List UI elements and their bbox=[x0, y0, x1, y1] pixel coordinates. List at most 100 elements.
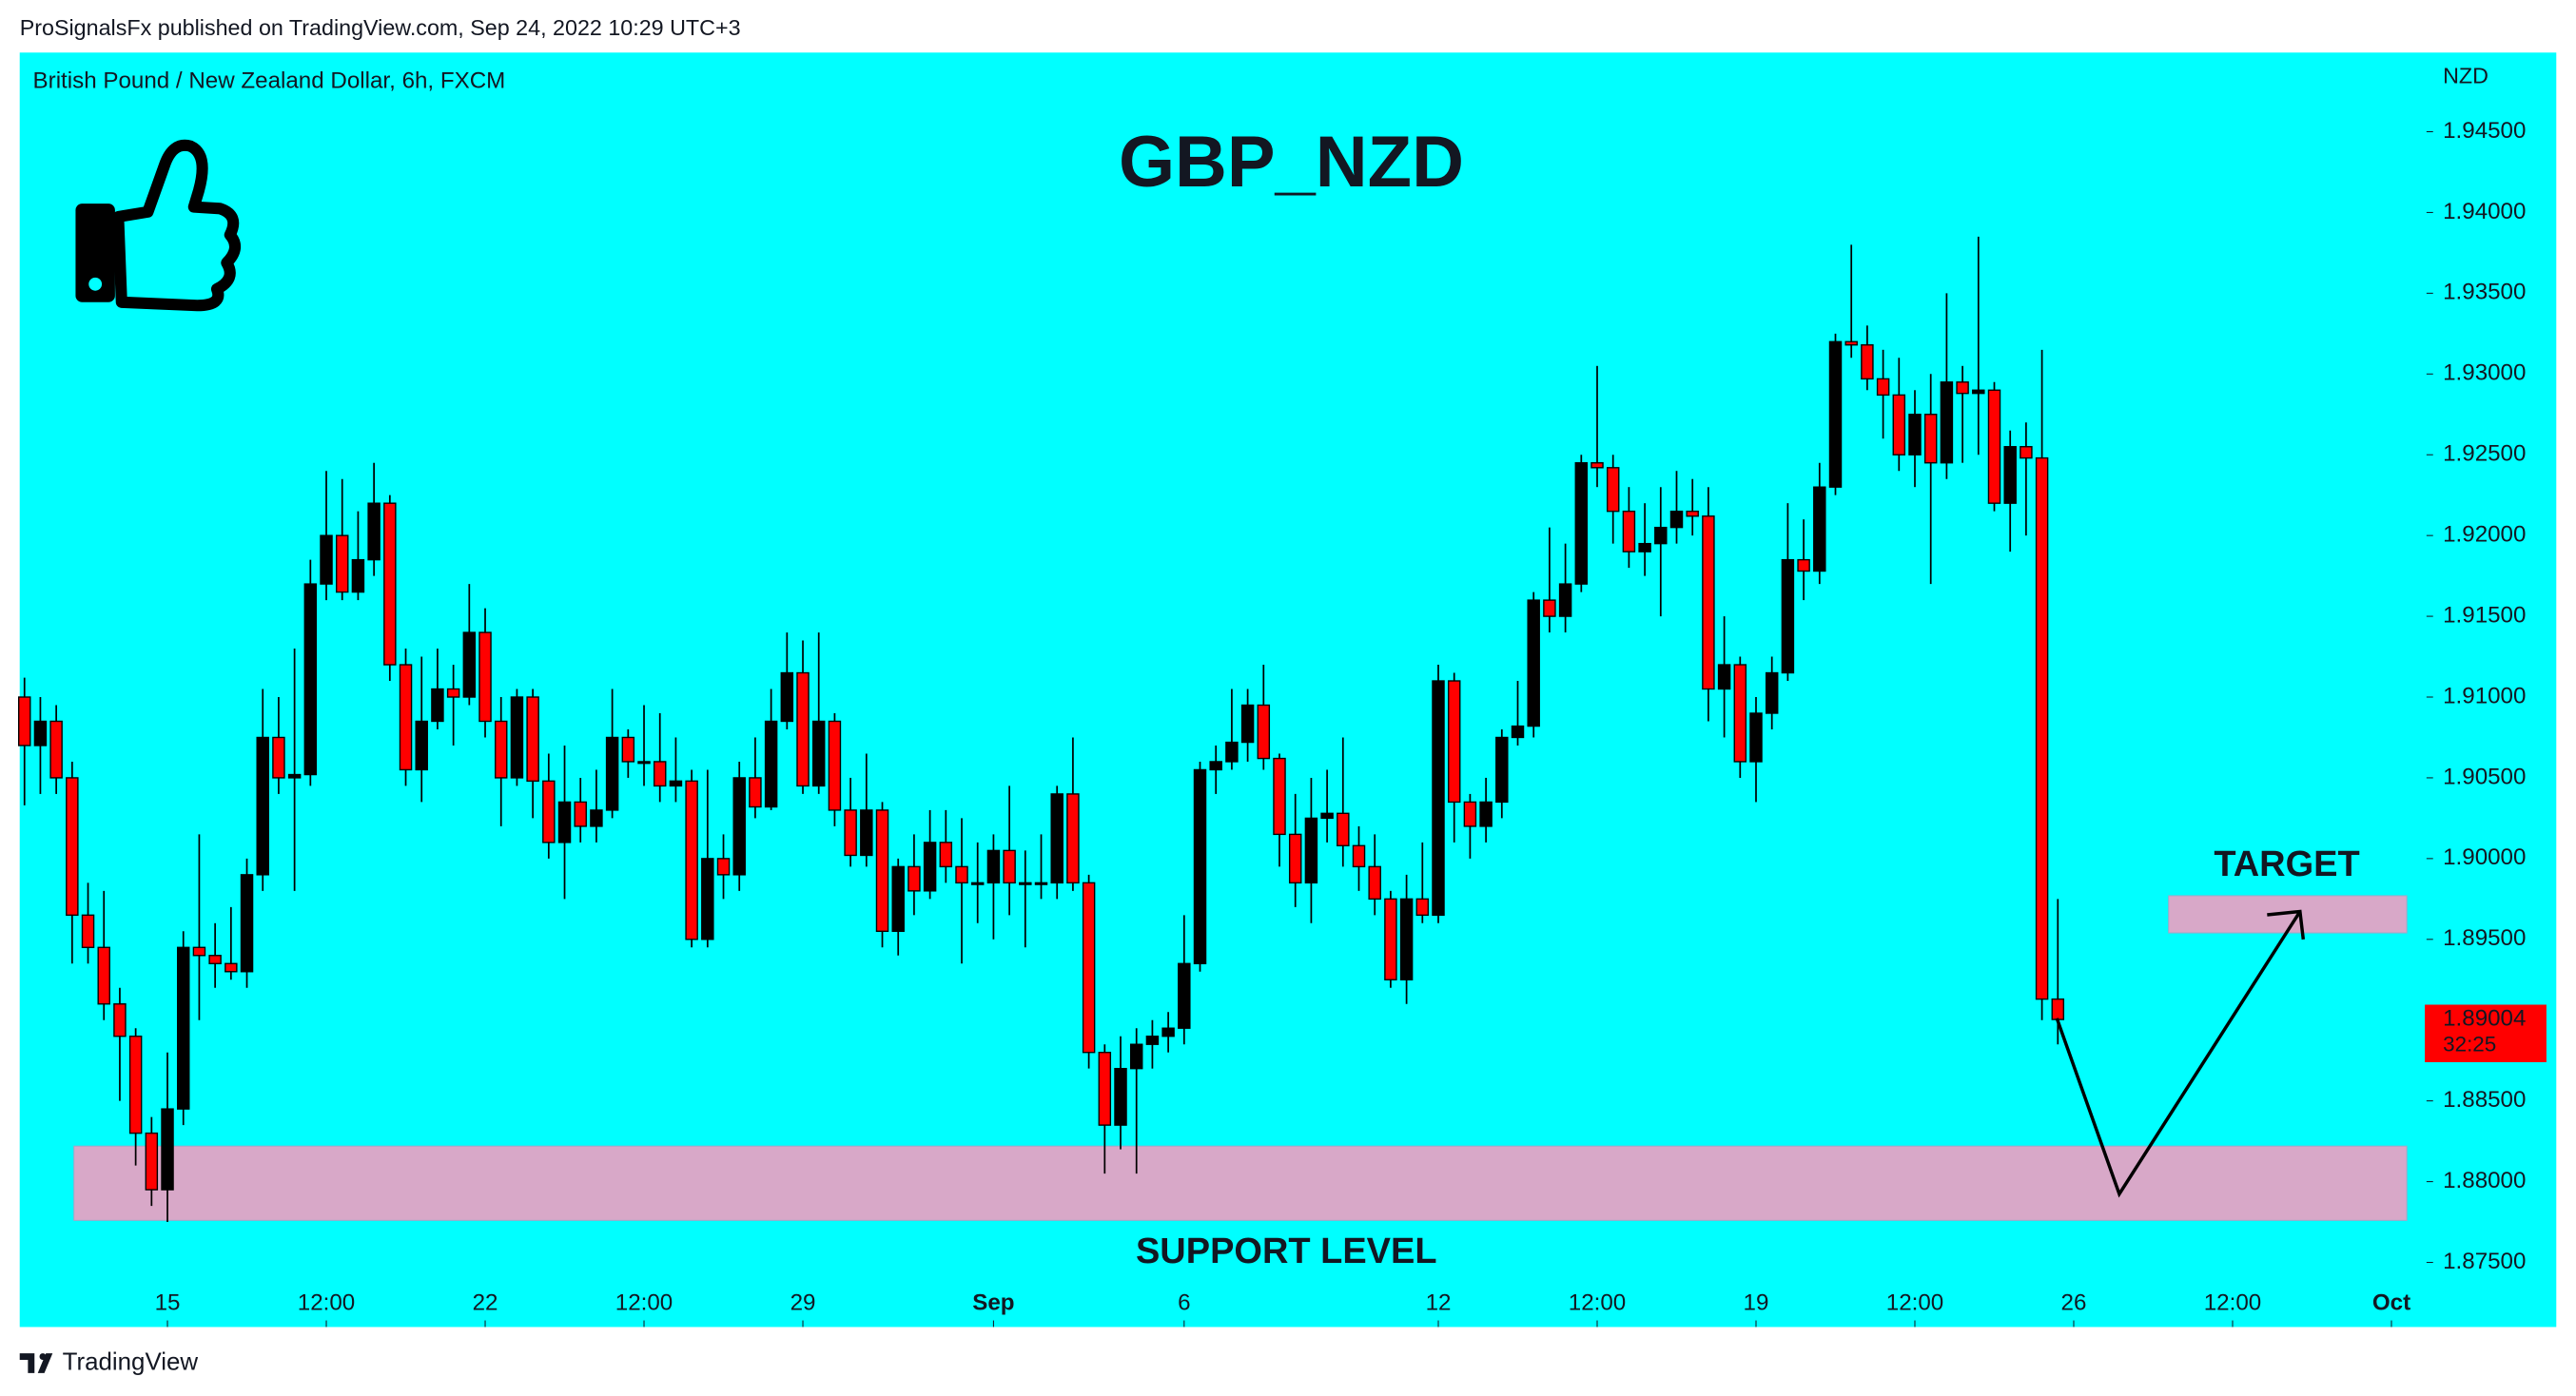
candle-body bbox=[828, 720, 842, 811]
candle-body bbox=[128, 1036, 143, 1134]
x-tick-label: Sep bbox=[972, 1290, 1014, 1316]
candle-body bbox=[923, 842, 937, 892]
y-tick-label: 1.88500 bbox=[2443, 1087, 2526, 1113]
candle-body bbox=[1447, 680, 1461, 804]
y-tick-label: 1.88000 bbox=[2443, 1168, 2526, 1193]
candle-body bbox=[113, 1003, 127, 1037]
candle-body bbox=[605, 736, 619, 811]
candle-body bbox=[701, 858, 714, 940]
candle-body bbox=[1908, 414, 1922, 456]
candle-body bbox=[907, 865, 921, 892]
candle-body bbox=[399, 664, 413, 771]
x-tick-label: 22 bbox=[473, 1290, 498, 1316]
candle-body bbox=[1003, 849, 1016, 884]
logo-mark bbox=[19, 1353, 53, 1373]
candle-body bbox=[1432, 680, 1445, 917]
y-tick-label: 1.93500 bbox=[2443, 280, 2526, 305]
x-tick-label: 6 bbox=[1178, 1290, 1190, 1316]
candle-body bbox=[1098, 1052, 1112, 1126]
candle-body bbox=[2051, 998, 2065, 1020]
candle-body bbox=[2020, 446, 2033, 459]
candle-body bbox=[367, 502, 381, 561]
candle-body bbox=[939, 842, 953, 868]
candle-body bbox=[1527, 599, 1540, 727]
candle-body bbox=[1987, 389, 2001, 504]
candle-body bbox=[1717, 664, 1731, 690]
candle-body bbox=[1178, 962, 1191, 1029]
candle-body bbox=[2035, 456, 2049, 1000]
y-tick-label: 1.91000 bbox=[2443, 683, 2526, 708]
candle-body bbox=[1923, 414, 1938, 464]
candle-body bbox=[161, 1108, 174, 1191]
candle-body bbox=[33, 720, 48, 746]
candle-body bbox=[287, 773, 302, 779]
brand-name: TradingView bbox=[63, 1348, 199, 1375]
candle-body bbox=[1686, 510, 1699, 517]
candle-body bbox=[780, 671, 794, 723]
x-tick-label: 12:00 bbox=[298, 1290, 355, 1316]
candle-body bbox=[1368, 865, 1381, 901]
candle-body bbox=[716, 858, 731, 876]
thumbs-up-icon bbox=[75, 139, 242, 312]
candle-body bbox=[637, 761, 651, 765]
candle-body bbox=[208, 955, 222, 964]
candle-body bbox=[860, 809, 873, 857]
candle-body bbox=[462, 631, 477, 698]
candle-body bbox=[1876, 378, 1890, 397]
candle-body bbox=[1050, 793, 1064, 884]
candle-body bbox=[510, 696, 524, 779]
candle-body bbox=[1733, 664, 1747, 763]
y-tick-label: 1.92000 bbox=[2443, 522, 2526, 548]
candle-body bbox=[1511, 725, 1525, 739]
candle-body bbox=[256, 736, 269, 876]
candle-body bbox=[1590, 462, 1604, 469]
x-tick-label: 29 bbox=[790, 1290, 816, 1316]
candle-body bbox=[1828, 340, 1843, 488]
candle-body bbox=[685, 780, 698, 940]
y-tick-label: 1.94000 bbox=[2443, 199, 2526, 224]
candle-body bbox=[526, 696, 539, 783]
candle-body bbox=[494, 720, 508, 779]
candle-body bbox=[1337, 812, 1350, 846]
candle-body bbox=[1940, 381, 1954, 464]
candle-body bbox=[1956, 381, 1969, 395]
y-tick-label: 1.92500 bbox=[2443, 441, 2526, 467]
candle-body bbox=[1384, 898, 1397, 980]
icon-dot bbox=[88, 277, 103, 291]
candle-body bbox=[1399, 898, 1414, 980]
candle-body bbox=[875, 809, 889, 932]
candle-body bbox=[749, 777, 762, 808]
candle-body bbox=[1352, 844, 1366, 868]
candle-body bbox=[955, 865, 968, 884]
candle-body bbox=[1273, 757, 1286, 836]
candle-body bbox=[1749, 712, 1763, 763]
symbol-line: British Pound / New Zealand Dollar, 6h, … bbox=[33, 68, 506, 94]
candle-body bbox=[1669, 510, 1684, 529]
candle-body bbox=[1558, 583, 1572, 617]
candle-body bbox=[176, 946, 190, 1110]
candle-body bbox=[1145, 1036, 1160, 1045]
candle-body bbox=[17, 696, 31, 746]
last-price-box bbox=[2425, 1004, 2547, 1062]
candle-body bbox=[1861, 344, 1874, 380]
candle-body bbox=[1702, 515, 1715, 690]
x-tick-label: 12:00 bbox=[1569, 1290, 1626, 1316]
candle-body bbox=[1479, 801, 1493, 827]
candle-body bbox=[557, 801, 572, 843]
candle-body bbox=[1574, 462, 1589, 585]
candle-body bbox=[1320, 812, 1334, 820]
candle-body bbox=[49, 720, 63, 779]
y-tick-label: 1.94500 bbox=[2443, 118, 2526, 144]
candle-body bbox=[1082, 882, 1096, 1054]
x-tick-label: 15 bbox=[155, 1290, 181, 1316]
candle-body bbox=[1257, 704, 1271, 760]
candle-body bbox=[1161, 1027, 1175, 1037]
plot-area bbox=[17, 130, 2433, 1328]
candle-body bbox=[2003, 446, 2017, 504]
candle-body bbox=[1844, 340, 1858, 346]
x-tick-label: 12:00 bbox=[615, 1290, 673, 1316]
candle-body bbox=[431, 688, 444, 723]
candle-body bbox=[1543, 599, 1556, 617]
candle-body bbox=[224, 962, 238, 973]
